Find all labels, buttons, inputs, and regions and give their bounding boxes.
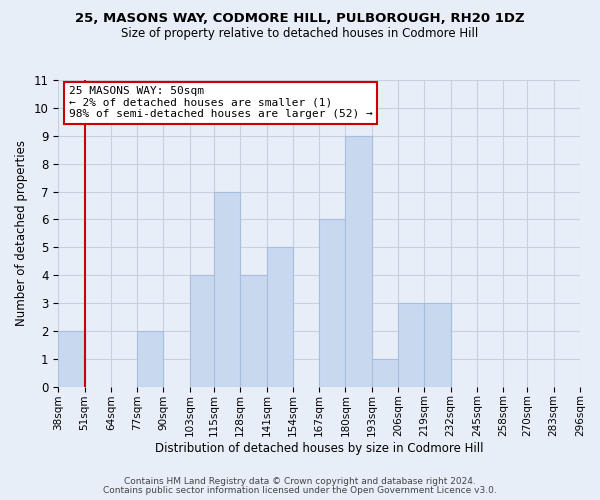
Bar xyxy=(240,275,266,386)
Bar xyxy=(372,359,398,386)
Bar xyxy=(214,192,240,386)
Bar xyxy=(398,303,424,386)
Text: 25 MASONS WAY: 50sqm
← 2% of detached houses are smaller (1)
98% of semi-detache: 25 MASONS WAY: 50sqm ← 2% of detached ho… xyxy=(69,86,373,120)
Bar xyxy=(190,275,214,386)
Text: Contains HM Land Registry data © Crown copyright and database right 2024.: Contains HM Land Registry data © Crown c… xyxy=(124,477,476,486)
Text: Size of property relative to detached houses in Codmore Hill: Size of property relative to detached ho… xyxy=(121,28,479,40)
Bar xyxy=(346,136,372,386)
Bar xyxy=(424,303,451,386)
Text: Contains public sector information licensed under the Open Government Licence v3: Contains public sector information licen… xyxy=(103,486,497,495)
Bar xyxy=(319,220,346,386)
Bar xyxy=(266,248,293,386)
Y-axis label: Number of detached properties: Number of detached properties xyxy=(15,140,28,326)
Bar xyxy=(137,331,163,386)
Text: 25, MASONS WAY, CODMORE HILL, PULBOROUGH, RH20 1DZ: 25, MASONS WAY, CODMORE HILL, PULBOROUGH… xyxy=(75,12,525,26)
X-axis label: Distribution of detached houses by size in Codmore Hill: Distribution of detached houses by size … xyxy=(155,442,484,455)
Bar xyxy=(58,331,85,386)
